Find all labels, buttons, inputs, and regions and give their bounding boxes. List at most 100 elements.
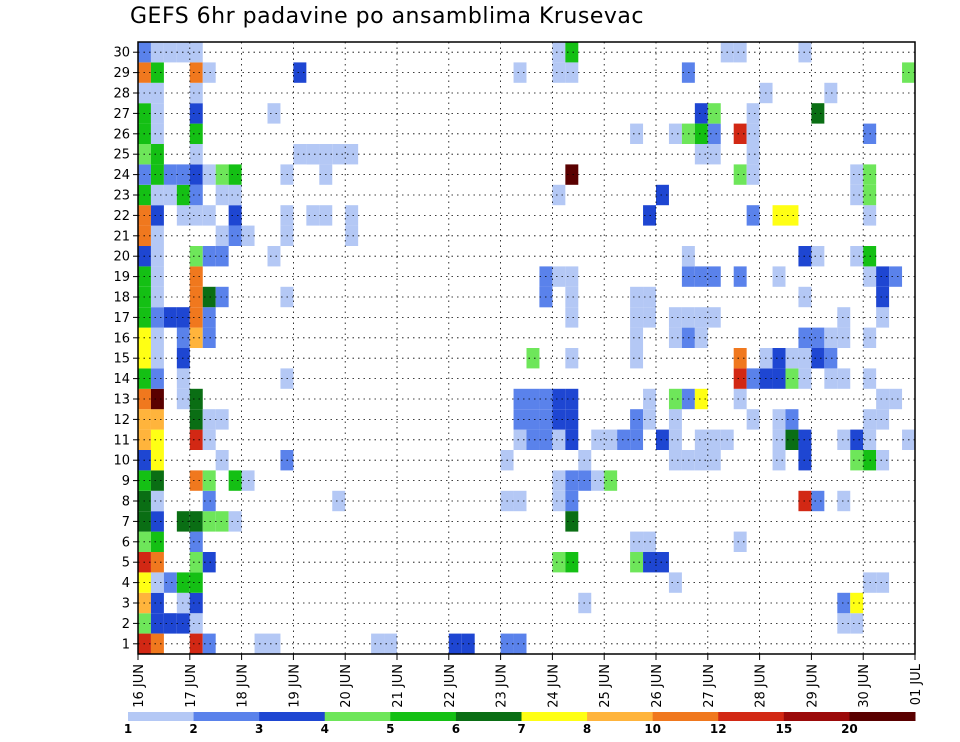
heatmap-cell [189, 82, 203, 104]
heatmap-cell [215, 225, 229, 246]
heatmap-cell [565, 429, 579, 450]
heatmap-cell [189, 164, 203, 185]
heatmap-cell [565, 286, 579, 308]
heatmap-cell [746, 123, 760, 144]
legend-swatch [652, 712, 719, 721]
heatmap-cell [384, 633, 397, 654]
heatmap-cell [668, 429, 682, 450]
y-tick-label: 1 [122, 637, 130, 652]
y-tick-label: 25 [113, 148, 130, 163]
heatmap-cell [772, 368, 786, 389]
heatmap-cell [189, 123, 203, 144]
heatmap-cell [189, 613, 203, 634]
x-tick-label: 17 JUN [184, 664, 199, 708]
heatmap-cell [189, 184, 203, 206]
x-tick-label: 27 JUN [702, 664, 717, 708]
heatmap-cell [513, 490, 527, 512]
y-tick-label: 12 [113, 413, 130, 428]
heatmap-cell [850, 246, 864, 267]
heatmap-cell [604, 470, 618, 491]
y-tick-label: 15 [113, 352, 130, 367]
heatmap-cell [630, 327, 644, 348]
heatmap-cell [694, 103, 708, 124]
heatmap-cell [694, 144, 708, 165]
legend-label: 20 [841, 722, 858, 736]
y-tick-label: 18 [113, 291, 130, 306]
heatmap-cell [215, 450, 229, 471]
heatmap-cell [526, 388, 540, 410]
heatmap-cell [876, 286, 890, 308]
heatmap-cell [189, 511, 203, 532]
heatmap-cell [371, 633, 385, 654]
heatmap-cell [746, 368, 760, 389]
heatmap-cell [733, 348, 747, 369]
heatmap-cell [345, 225, 359, 246]
heatmap-cell [189, 62, 203, 83]
heatmap-cell [228, 470, 242, 491]
legend-label: 3 [255, 722, 263, 736]
heatmap-cell [694, 266, 708, 287]
heatmap-cell [733, 531, 747, 552]
heatmap-cell [254, 633, 268, 654]
legend-label: 7 [517, 722, 525, 736]
heatmap-cell [189, 633, 203, 654]
heatmap-cell [733, 42, 747, 63]
heatmap-cell [630, 348, 644, 369]
heatmap-cell [656, 552, 669, 573]
heatmap-cell [824, 82, 838, 104]
x-tick-label: 26 JUN [650, 664, 665, 708]
heatmap-cell [150, 307, 164, 328]
heatmap-cell [189, 246, 203, 267]
heatmap-cell [707, 266, 721, 287]
x-tick-label: 20 JUN [339, 664, 354, 708]
heatmap-cell [565, 348, 579, 369]
heatmap-cell [150, 613, 164, 634]
y-tick-label: 16 [113, 331, 130, 346]
heatmap-cell [150, 552, 164, 573]
heatmap-cell [552, 470, 566, 491]
heatmap-cell [150, 388, 164, 410]
y-tick-label: 23 [113, 189, 130, 204]
heatmap-cell [215, 184, 229, 206]
legend-swatch [128, 712, 195, 721]
heatmap-cell [150, 368, 164, 389]
legend-label: 15 [775, 722, 792, 736]
y-tick-label: 7 [122, 515, 130, 530]
heatmap-cell [707, 307, 721, 328]
heatmap-cell [850, 613, 864, 634]
heatmap-cell [837, 327, 851, 348]
heatmap-cell [228, 225, 242, 246]
heatmap-cell [150, 450, 164, 471]
heatmap-cell [617, 429, 631, 450]
heatmap-cell [150, 572, 164, 593]
legend-label: 10 [644, 722, 661, 736]
heatmap-cell [604, 429, 618, 450]
y-axis: 1234567891011121314151617181920212223242… [113, 46, 138, 652]
heatmap-cell [189, 327, 203, 348]
heatmap-cell [694, 388, 708, 410]
heatmap-cell [202, 552, 216, 573]
heatmap-cell [785, 409, 799, 430]
heatmap-cell [202, 633, 216, 654]
heatmap-cell [552, 490, 566, 512]
y-tick-label: 14 [113, 372, 130, 387]
heatmap-cell [150, 123, 164, 144]
y-tick-label: 19 [113, 270, 130, 285]
heatmap-cell [772, 205, 786, 226]
heatmap-cell [202, 511, 216, 532]
legend-swatch [324, 712, 391, 721]
heatmap-cell [552, 409, 566, 430]
legend-swatch [587, 712, 654, 721]
heatmap-cell [202, 286, 216, 308]
heatmap-cell [746, 409, 760, 430]
heatmap-cell [772, 450, 786, 471]
heatmap-cell [163, 307, 177, 328]
x-tick-label: 28 JUN [754, 664, 769, 708]
heatmap-cell [630, 307, 644, 328]
heatmap-cell [189, 531, 203, 552]
y-tick-label: 2 [122, 617, 130, 632]
heatmap-cell [150, 184, 164, 206]
legend-label: 12 [710, 722, 727, 736]
heatmap-cell [552, 42, 566, 63]
heatmap-cell [850, 429, 864, 450]
